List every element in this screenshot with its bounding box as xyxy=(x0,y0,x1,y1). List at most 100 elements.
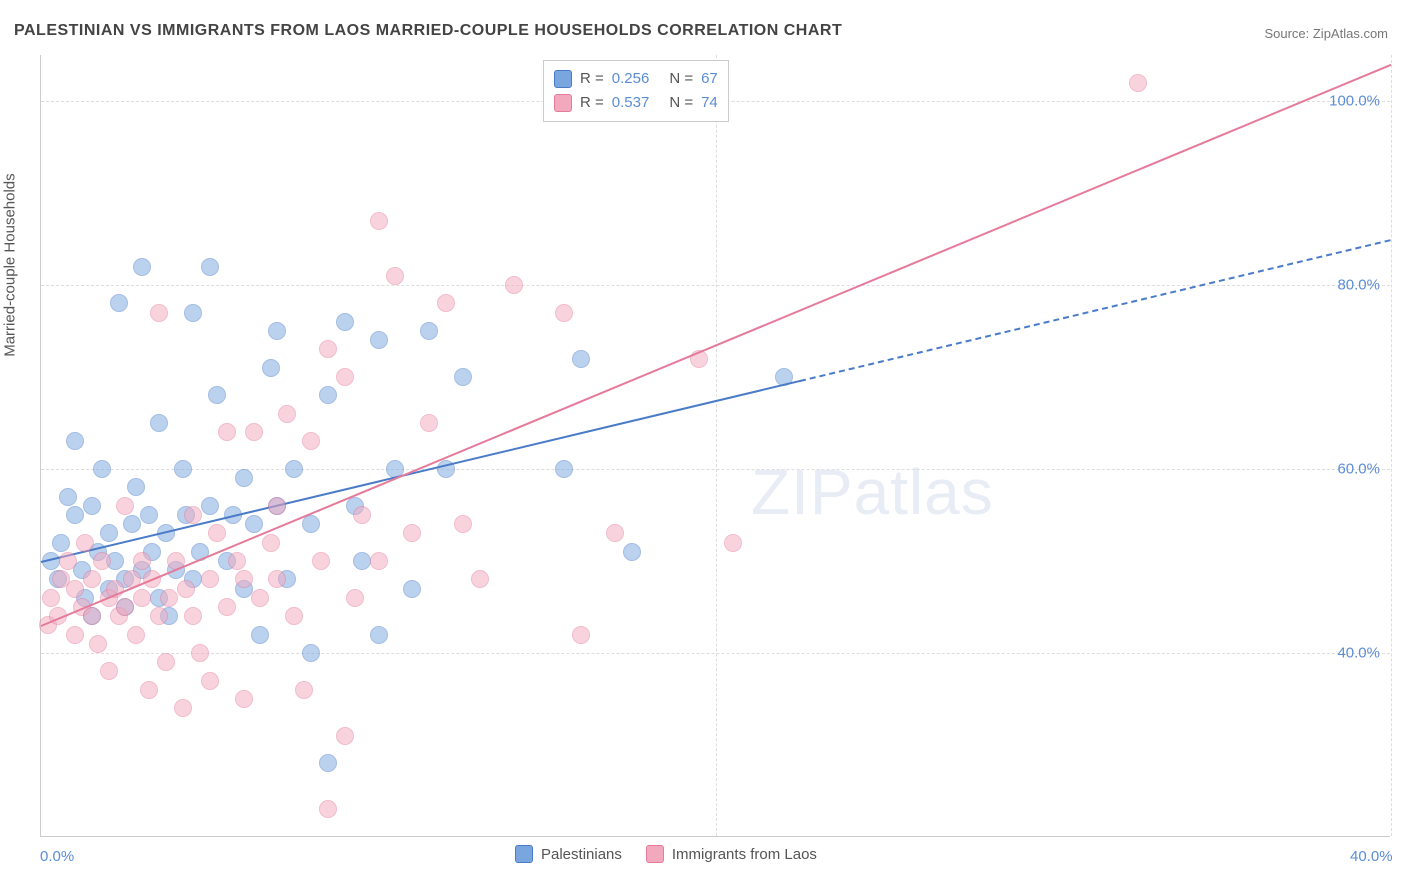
data-point xyxy=(437,294,455,312)
data-point xyxy=(177,580,195,598)
gridline-v xyxy=(716,55,717,836)
data-point xyxy=(66,506,84,524)
legend-correlation: R = 0.256 N = 67 R = 0.537 N = 74 xyxy=(543,60,729,122)
data-point xyxy=(336,313,354,331)
data-point xyxy=(184,304,202,322)
data-point xyxy=(140,681,158,699)
data-point xyxy=(346,589,364,607)
data-point xyxy=(572,350,590,368)
data-point xyxy=(66,626,84,644)
data-point xyxy=(235,570,253,588)
data-point xyxy=(606,524,624,542)
legend-n-value-palestinians: 67 xyxy=(701,67,718,91)
data-point xyxy=(353,552,371,570)
data-point xyxy=(268,322,286,340)
data-point xyxy=(52,534,70,552)
data-point xyxy=(268,497,286,515)
data-point xyxy=(245,515,263,533)
data-point xyxy=(370,626,388,644)
gridline-v xyxy=(1391,55,1392,836)
data-point xyxy=(403,580,421,598)
data-point xyxy=(127,626,145,644)
data-point xyxy=(59,488,77,506)
swatch-palestinians xyxy=(515,845,533,863)
data-point xyxy=(420,414,438,432)
data-point xyxy=(83,570,101,588)
y-tick-label: 100.0% xyxy=(1329,93,1380,110)
legend-item-palestinians: Palestinians xyxy=(515,845,622,863)
data-point xyxy=(123,515,141,533)
watermark: ZIPatlas xyxy=(751,455,994,529)
legend-series: Palestinians Immigrants from Laos xyxy=(515,845,817,863)
legend-n-label: N = xyxy=(669,91,693,115)
data-point xyxy=(336,368,354,386)
legend-item-laos: Immigrants from Laos xyxy=(646,845,817,863)
data-point xyxy=(471,570,489,588)
y-axis-title: Married-couple Households xyxy=(2,173,19,356)
data-point xyxy=(93,460,111,478)
data-point xyxy=(150,607,168,625)
data-point xyxy=(174,460,192,478)
data-point xyxy=(454,515,472,533)
data-point xyxy=(370,331,388,349)
data-point xyxy=(184,607,202,625)
data-point xyxy=(319,754,337,772)
data-point xyxy=(201,570,219,588)
chart-container: PALESTINIAN VS IMMIGRANTS FROM LAOS MARR… xyxy=(0,0,1406,892)
data-point xyxy=(251,626,269,644)
data-point xyxy=(302,515,320,533)
data-point xyxy=(201,258,219,276)
data-point xyxy=(160,589,178,607)
legend-row-laos: R = 0.537 N = 74 xyxy=(554,91,718,115)
data-point xyxy=(127,478,145,496)
x-tick-label: 40.0% xyxy=(1350,848,1393,865)
trend-line xyxy=(800,239,1391,382)
swatch-laos xyxy=(646,845,664,863)
data-point xyxy=(245,423,263,441)
data-point xyxy=(184,506,202,524)
data-point xyxy=(302,432,320,450)
legend-label-palestinians: Palestinians xyxy=(541,846,622,863)
legend-label-laos: Immigrants from Laos xyxy=(672,846,817,863)
data-point xyxy=(218,423,236,441)
data-point xyxy=(319,340,337,358)
data-point xyxy=(110,294,128,312)
data-point xyxy=(319,800,337,818)
legend-r-label: R = xyxy=(580,91,604,115)
data-point xyxy=(278,405,296,423)
data-point xyxy=(93,552,111,570)
data-point xyxy=(83,607,101,625)
data-point xyxy=(201,672,219,690)
data-point xyxy=(505,276,523,294)
chart-title: PALESTINIAN VS IMMIGRANTS FROM LAOS MARR… xyxy=(14,22,842,40)
data-point xyxy=(42,589,60,607)
data-point xyxy=(157,653,175,671)
legend-r-value-palestinians: 0.256 xyxy=(612,67,650,91)
data-point xyxy=(302,644,320,662)
plot-area: ZIPatlas 40.0%60.0%80.0%100.0% xyxy=(40,55,1390,837)
data-point xyxy=(133,258,151,276)
data-point xyxy=(150,414,168,432)
data-point xyxy=(100,524,118,542)
data-point xyxy=(403,524,421,542)
data-point xyxy=(133,552,151,570)
data-point xyxy=(386,267,404,285)
source-label: Source: ZipAtlas.com xyxy=(1264,26,1388,41)
data-point xyxy=(133,589,151,607)
data-point xyxy=(116,497,134,515)
data-point xyxy=(174,699,192,717)
data-point xyxy=(285,607,303,625)
swatch-laos xyxy=(554,94,572,112)
data-point xyxy=(201,497,219,515)
data-point xyxy=(572,626,590,644)
swatch-palestinians xyxy=(554,70,572,88)
data-point xyxy=(724,534,742,552)
data-point xyxy=(59,552,77,570)
data-point xyxy=(76,534,94,552)
data-point xyxy=(208,524,226,542)
data-point xyxy=(66,432,84,450)
legend-n-value-laos: 74 xyxy=(701,91,718,115)
data-point xyxy=(262,359,280,377)
data-point xyxy=(555,460,573,478)
data-point xyxy=(100,662,118,680)
